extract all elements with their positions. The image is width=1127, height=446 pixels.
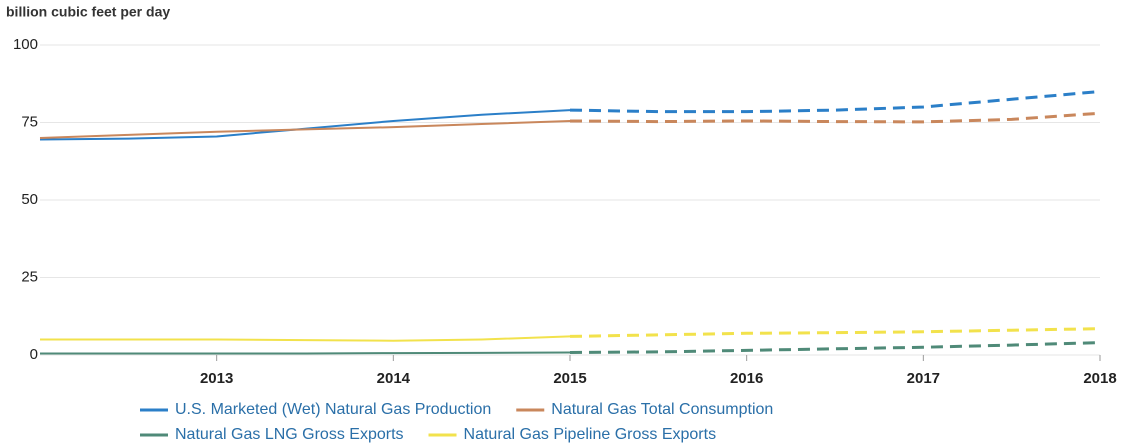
x-tick-label: 2014 [377,370,411,387]
y-tick-label: 25 [21,268,38,285]
y-axis-label: billion cubic feet per day [6,4,170,20]
y-tick-label: 75 [21,113,38,130]
history-line [40,351,571,355]
x-tick-label: 2015 [553,370,586,387]
y-tick-label: 0 [30,346,38,363]
forecast-line [569,111,1101,124]
y-tick-label: 50 [21,191,38,208]
forecast-line [569,341,1101,355]
forecast-line [569,327,1101,338]
legend-label: Natural Gas Total Consumption [551,401,773,418]
x-tick-label: 2017 [907,370,940,387]
x-tick-label: 2016 [730,370,763,387]
history-line [39,119,571,139]
forecast-line [569,90,1101,114]
legend-label: Natural Gas LNG Gross Exports [175,426,404,443]
history-line [40,335,571,342]
y-tick-label: 100 [13,36,38,53]
legend-label: U.S. Marketed (Wet) Natural Gas Producti… [175,401,491,418]
x-tick-label: 2018 [1083,370,1116,387]
legend-label: Natural Gas Pipeline Gross Exports [464,426,717,443]
x-tick-label: 2013 [200,370,233,387]
